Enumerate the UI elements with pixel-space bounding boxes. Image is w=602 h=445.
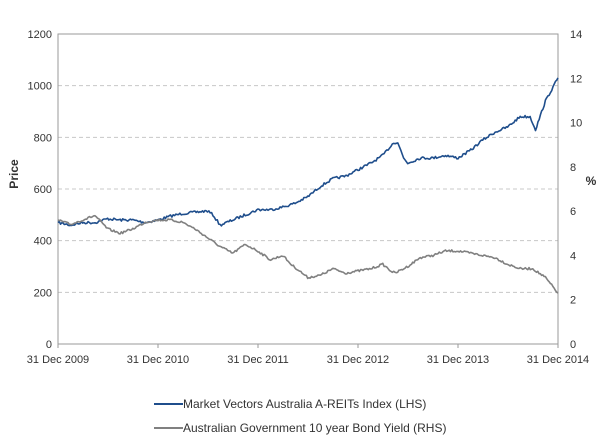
left-tick-label: 1200	[28, 29, 52, 41]
left-tick-label: 600	[34, 184, 52, 196]
x-tick-label: 31 Dec 2014	[527, 354, 589, 366]
right-tick-label: 6	[570, 206, 576, 218]
gridlines	[58, 85, 558, 293]
x-tick-label: 31 Dec 2010	[127, 354, 189, 366]
left-tick-label: 400	[34, 236, 52, 248]
legend-label-bond: Australian Government 10 year Bond Yield…	[183, 421, 446, 435]
plot-area-frame	[57, 33, 559, 345]
x-axis-ticks: 31 Dec 2009 31 Dec 2010 31 Dec 2011 31 Dec …	[27, 344, 589, 366]
right-axis-ticks: 0 2 4 6 8 10 12 14	[570, 29, 582, 351]
right-tick-label: 2	[570, 295, 576, 307]
x-tick-label: 31 Dec 2012	[327, 354, 389, 366]
left-tick-label: 1000	[28, 81, 52, 93]
x-tick-label: 31 Dec 2011	[227, 354, 289, 366]
left-axis-title: Price	[7, 159, 21, 189]
right-axis-title: %	[586, 174, 597, 188]
x-tick-label: 31 Dec 2013	[427, 354, 489, 366]
right-tick-label: 4	[570, 250, 576, 262]
series-lines	[57, 77, 559, 294]
right-tick-label: 10	[570, 118, 582, 130]
left-tick-label: 200	[34, 287, 52, 299]
right-tick-label: 12	[570, 73, 582, 85]
left-tick-label: 800	[34, 132, 52, 144]
right-tick-label: 8	[570, 162, 576, 174]
legend-label-areit: Market Vectors Australia A-REITs Index (…	[183, 397, 426, 411]
legend: Market Vectors Australia A-REITs Index (…	[154, 397, 446, 435]
right-tick-label: 0	[570, 339, 576, 351]
series-line-areit	[57, 77, 559, 227]
right-tick-label: 14	[570, 29, 582, 41]
left-tick-label: 0	[46, 339, 52, 351]
x-tick-label: 31 Dec 2009	[27, 354, 89, 366]
left-axis-ticks: 0 200 400 600 800 1000 1200	[28, 29, 52, 351]
series-line-bond-yield	[57, 214, 559, 294]
